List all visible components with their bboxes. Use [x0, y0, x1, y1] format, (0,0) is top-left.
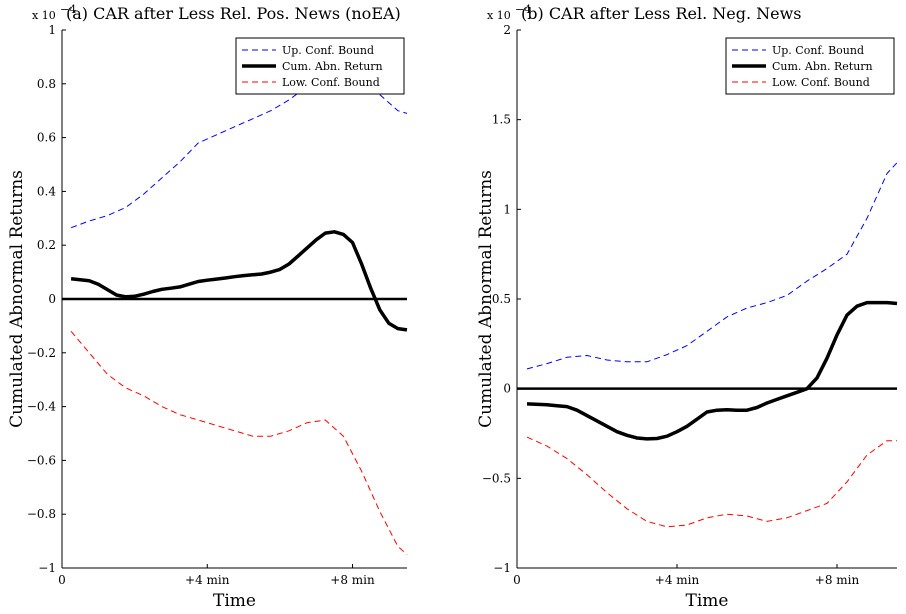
axis-multiplier: x 10: [32, 9, 56, 22]
x-axis-label: Time: [213, 591, 256, 611]
y-tick-label: 0.8: [37, 77, 56, 91]
chart-panel-a: −1 −0.8 −0.6 −0.4 −0.2 0 0.2 0.4 0.6 0.8 1 0 +4 min +…: [7, 3, 408, 611]
y-tick-label: 0: [503, 382, 511, 396]
y-tick-label: −0.4: [27, 400, 57, 414]
y-tick-label: 1: [48, 23, 56, 37]
axis-multiplier-exponent: −4: [515, 3, 531, 16]
y-tick-label: 0: [48, 292, 56, 306]
legend-box: [235, 37, 405, 95]
low-conf-bound-line: [70, 330, 408, 555]
legend-label: Low. Conf. Bound: [282, 76, 380, 89]
y-axis-label: Cumulated Abnormal Returns: [476, 170, 496, 428]
y-tick-label: −0.5: [482, 471, 511, 485]
x-tick-label: +4 min: [655, 573, 700, 587]
legend-label: Up. Conf. Bound: [772, 44, 864, 57]
axis-multiplier: x 10: [487, 9, 511, 22]
y-tick-label: 0.6: [37, 131, 56, 145]
up-conf-bound-line: [70, 72, 408, 229]
y-tick-label: 1.5: [492, 113, 511, 127]
legend-label: Up. Conf. Bound: [282, 44, 374, 57]
y-tick-label: −1: [38, 561, 56, 575]
y-tick-label: 0.2: [37, 238, 56, 252]
x-tick-label: 0: [513, 573, 521, 587]
x-tick-label: +8 min: [330, 573, 375, 587]
y-tick-label: 1: [503, 202, 511, 216]
chart-title: (a) CAR after Less Rel. Pos. News (noEA): [66, 4, 401, 23]
axis-multiplier-exponent: −4: [60, 3, 76, 16]
legend-label: Cum. Abn. Return: [282, 60, 383, 73]
cum-abn-return-line: [526, 300, 898, 441]
low-conf-bound-line: [526, 436, 897, 528]
legend: Up. Conf. Bound Cum. Abn. Return Low. Conf…: [235, 37, 405, 95]
y-axis-label: Cumulated Abnormal Returns: [7, 170, 27, 428]
legend-label: Low. Conf. Bound: [772, 76, 870, 89]
legend-label: Cum. Abn. Return: [772, 60, 873, 73]
y-tick-label: 2: [503, 23, 511, 37]
y-tick-label: 0.5: [492, 292, 511, 306]
x-axis-label: Time: [686, 591, 729, 611]
y-tick-label: −1: [493, 561, 511, 575]
up-conf-bound-line: [526, 162, 898, 370]
cum-abn-return-line: [70, 230, 408, 332]
x-tick-label: +4 min: [185, 573, 230, 587]
x-tick-label: 0: [58, 573, 66, 587]
chart-title: (b) CAR after Less Rel. Neg. News: [521, 4, 802, 23]
legend: Up. Conf. Bound Cum. Abn. Return Low. Conf…: [725, 37, 895, 95]
x-tick-label: +8 min: [815, 573, 860, 587]
chart-panel-b: −1 −0.5 0 0.5 1 1.5 2 0 +4 min +8 min x 10 −4(b) CA…: [476, 3, 898, 611]
legend-box: [725, 37, 895, 95]
y-tick-label: −0.6: [27, 453, 56, 467]
y-tick-label: 0.4: [37, 184, 56, 198]
y-tick-label: −0.8: [27, 507, 56, 521]
y-tick-label: −0.2: [27, 346, 56, 360]
